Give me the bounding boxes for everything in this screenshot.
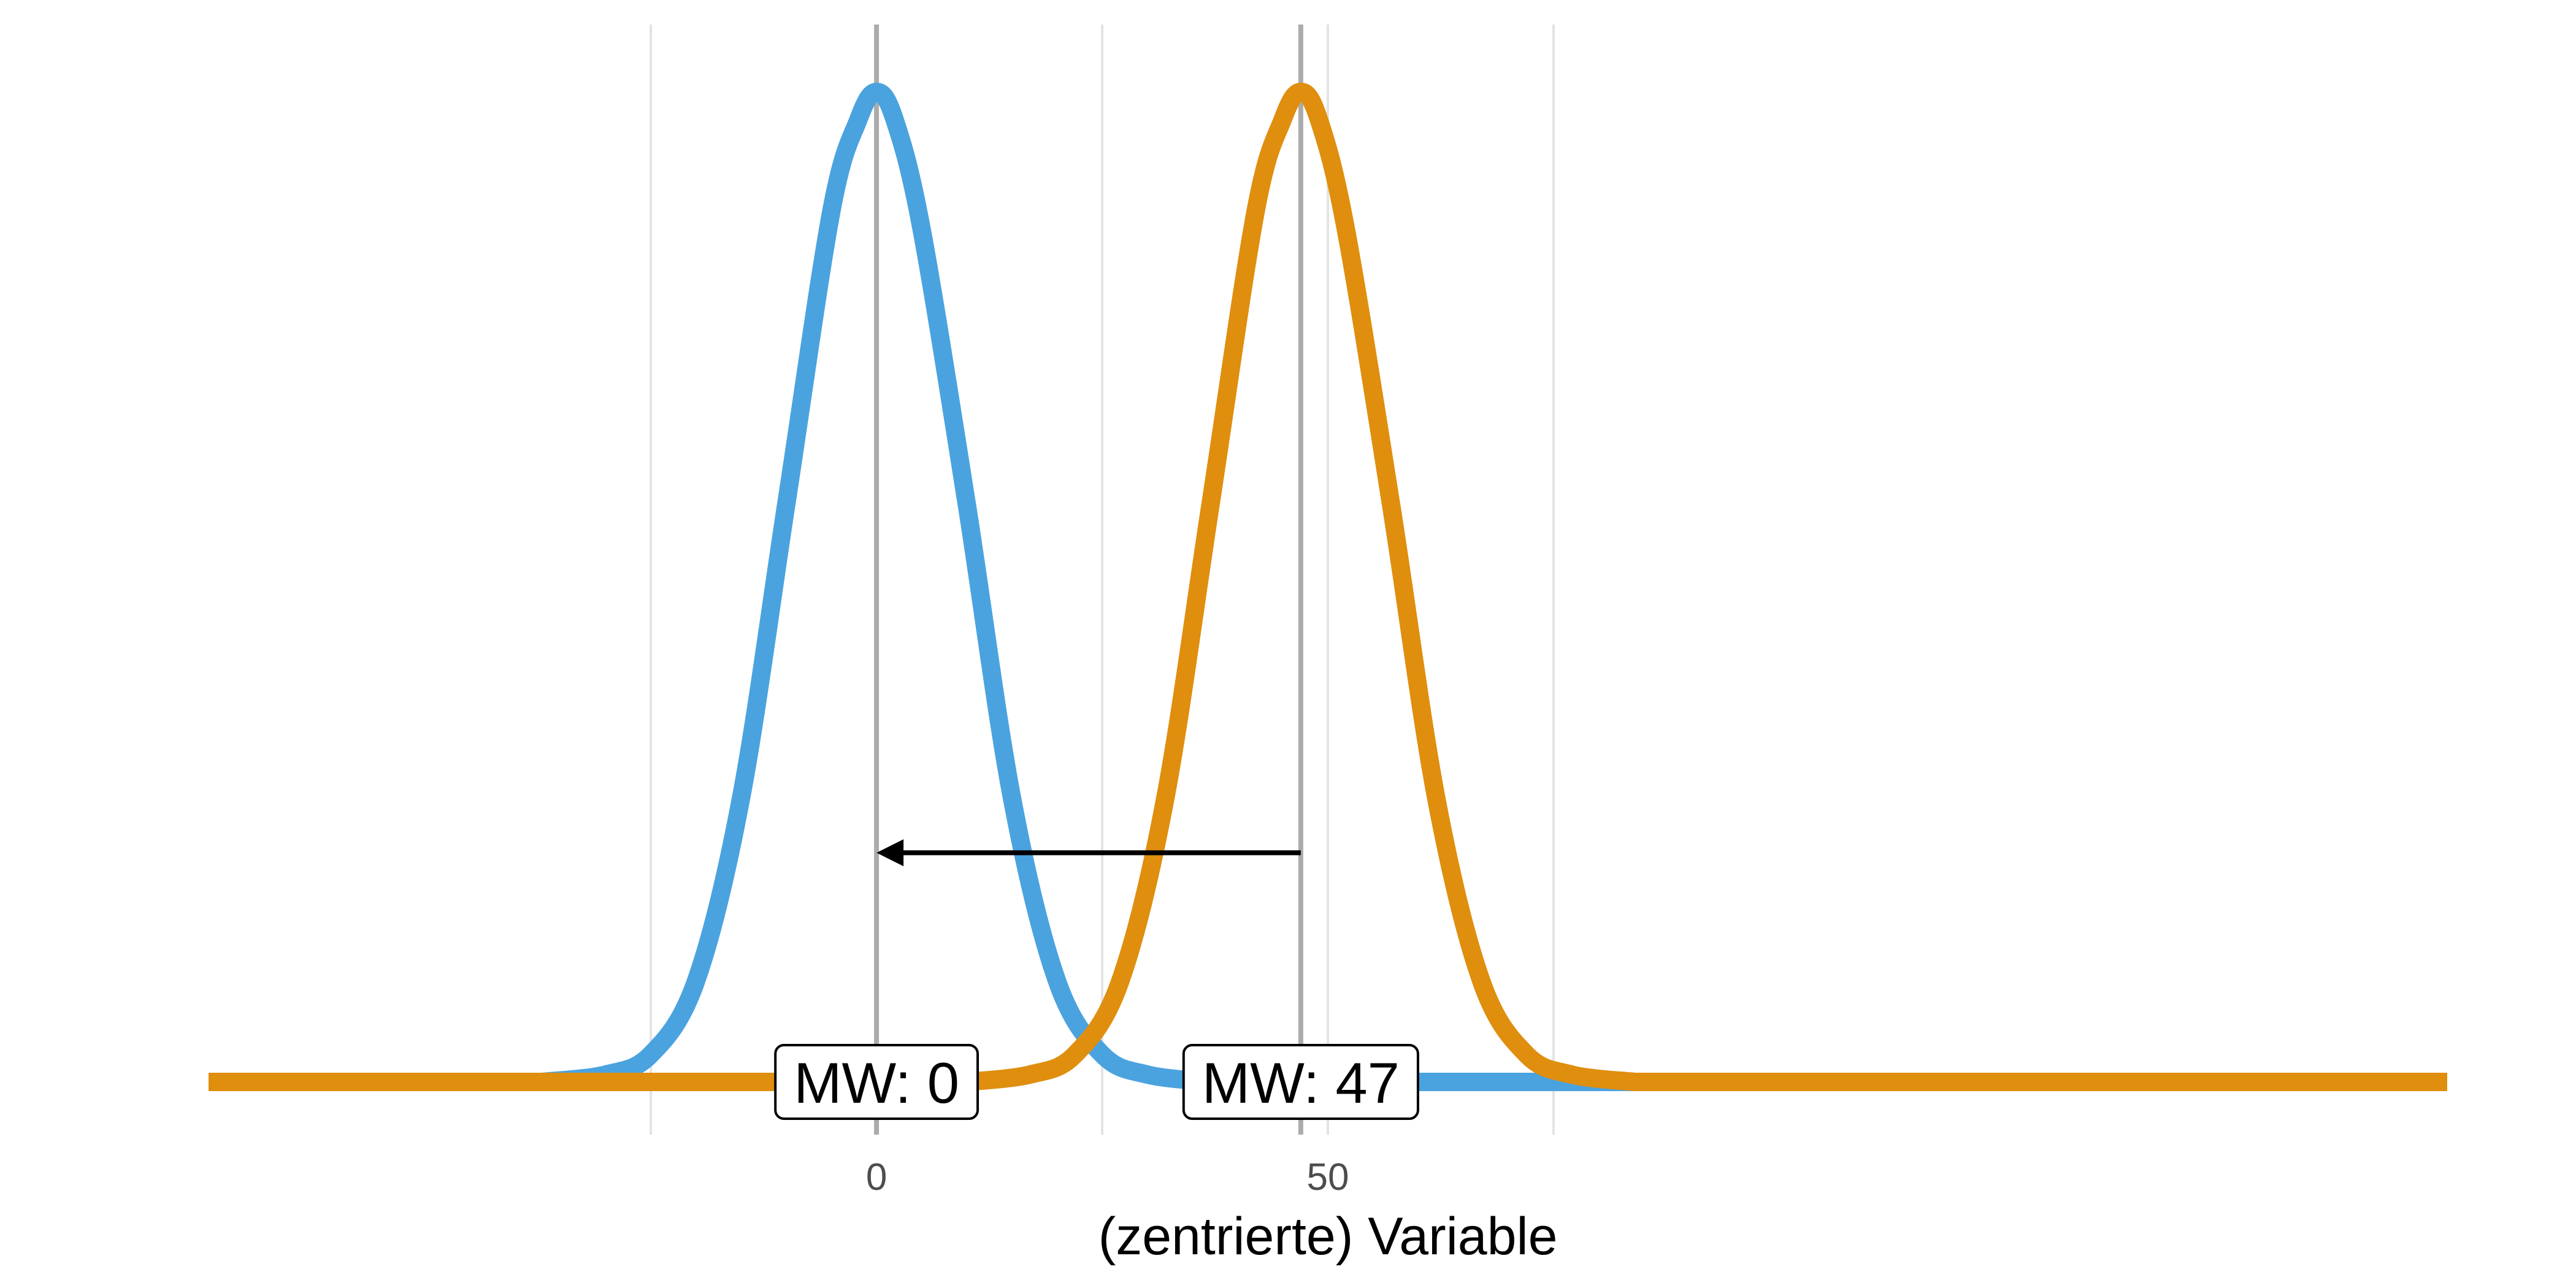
x-tick-label: 0 — [866, 1156, 887, 1198]
grid-layer — [651, 25, 1554, 1135]
mean-label: MW: 0 — [775, 1045, 978, 1119]
mean-label: MW: 47 — [1184, 1045, 1418, 1119]
mean-label-text: MW: 47 — [1202, 1051, 1400, 1115]
axis-layer: 0 50 (zentrierte) Variable — [866, 1156, 1558, 1266]
arrow-head — [876, 839, 903, 866]
mean-label-text: MW: 0 — [794, 1051, 959, 1115]
x-tick-label: 50 — [1307, 1156, 1349, 1198]
arrow-layer — [876, 839, 1301, 866]
x-axis-title: (zentrierte) Variable — [1098, 1207, 1558, 1266]
